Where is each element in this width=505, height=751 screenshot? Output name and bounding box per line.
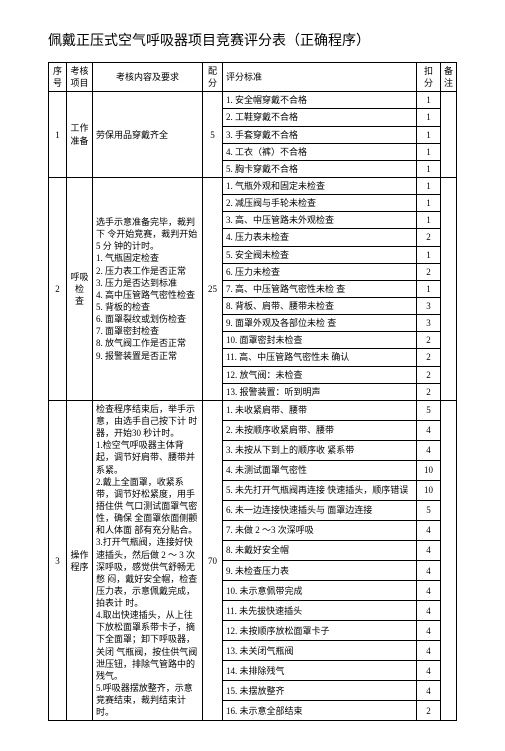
cell-std: 8. 未戴好安全帽: [223, 541, 417, 561]
cell-std: 10. 面罩密封未检查: [223, 332, 417, 349]
cell-score: 5: [203, 92, 223, 178]
cell-item: 呼吸 检 查: [67, 177, 93, 400]
cell-ded: 1: [417, 195, 441, 212]
header-score: 配 分: [203, 63, 223, 92]
cell-ded: 10: [417, 460, 441, 480]
cell-std: 1. 未收紧肩带、腰带: [223, 400, 417, 420]
cell-ded: 4: [417, 661, 441, 681]
cell-std: 4. 压力表未检查: [223, 229, 417, 246]
header-note: 备 注: [441, 63, 457, 92]
cell-seq: 3: [49, 400, 67, 721]
cell-ded: 4: [417, 541, 441, 561]
cell-std: 6. 压力未检查: [223, 263, 417, 280]
cell-std: 11. 高、中压管路气密性未 确认: [223, 349, 417, 366]
cell-std: 11. 未先拔快速插头: [223, 601, 417, 621]
header-ded: 扣 分: [417, 63, 441, 92]
cell-ded: 4: [417, 681, 441, 701]
table-row: 3操作程序检查程序结束后，举手示 意，由选手自己按下计 时器，开始30 秒计时。…: [49, 400, 457, 420]
cell-std: 14. 未排除残气: [223, 661, 417, 681]
cell-score: 25: [203, 177, 223, 400]
cell-std: 8. 背板、肩带、腰带未检查: [223, 297, 417, 314]
cell-ded: 4: [417, 581, 441, 601]
cell-seq: 2: [49, 177, 67, 400]
cell-ded: 4: [417, 521, 441, 541]
table-row: 1工作 准备劳保用品穿戴齐全51. 安全帽穿戴不合格1: [49, 92, 457, 109]
scoring-table: 序号 考核 项目 考核内容及要求 配 分 评分标准 扣 分 备 注 1工作 准备…: [48, 62, 457, 721]
cell-ded: 2: [417, 349, 441, 366]
cell-req: 劳保用品穿戴齐全: [93, 92, 203, 178]
cell-ded: 10: [417, 480, 441, 500]
cell-ded: 1: [417, 109, 441, 126]
cell-ded: 1: [417, 246, 441, 263]
cell-std: 3. 手套穿戴不合格: [223, 126, 417, 143]
cell-item: 操作程序: [67, 400, 93, 721]
cell-ded: 1: [417, 126, 441, 143]
cell-ded: 4: [417, 601, 441, 621]
page-title: 佩戴正压式空气呼吸器项目竞赛评分表（正确程序）: [48, 30, 457, 50]
cell-std: 12. 未按顺序放松面罩卡子: [223, 621, 417, 641]
cell-std: 3. 高、中压管路未外观检查: [223, 212, 417, 229]
cell-ded: 1: [417, 212, 441, 229]
cell-ded: 4: [417, 561, 441, 581]
cell-std: 13. 报警装置：听到明声: [223, 383, 417, 400]
cell-std: 5. 胸卡穿戴不合格: [223, 160, 417, 177]
cell-ded: 4: [417, 621, 441, 641]
cell-ded: 5: [417, 500, 441, 520]
cell-std: 10. 未示意佩带完成: [223, 581, 417, 601]
cell-ded: 4: [417, 641, 441, 661]
cell-req: 检查程序结束后，举手示 意，由选手自己按下计 时器，开始30 秒计时。 1.检空…: [93, 400, 203, 721]
table-row: 2呼吸 检 查选手示意准备完毕，裁判下 令开始竞赛，裁判开始 5 分 钟的计时。…: [49, 177, 457, 194]
cell-ded: 2: [417, 701, 441, 721]
header-std: 评分标准: [223, 63, 417, 92]
cell-note: [441, 92, 457, 178]
cell-std: 13. 未关闭气瓶阀: [223, 641, 417, 661]
cell-ded: 5: [417, 400, 441, 420]
cell-ded: 4: [417, 440, 441, 460]
cell-note: [441, 177, 457, 400]
cell-std: 3. 未按从下到上的顺序收 紧系带: [223, 440, 417, 460]
cell-ded: 2: [417, 263, 441, 280]
cell-ded: 1: [417, 280, 441, 297]
cell-std: 9. 面罩外观及各部位未检 查: [223, 315, 417, 332]
cell-ded: 2: [417, 332, 441, 349]
cell-ded: 2: [417, 383, 441, 400]
cell-note: [441, 400, 457, 721]
cell-std: 6. 未一边连接快速插头与 面罩边连接: [223, 500, 417, 520]
cell-std: 9. 未检查压力表: [223, 561, 417, 581]
cell-item: 工作 准备: [67, 92, 93, 178]
header-item: 考核 项目: [67, 63, 93, 92]
cell-std: 2. 未按顺序收紧肩带、腰带: [223, 420, 417, 440]
table-header-row: 序号 考核 项目 考核内容及要求 配 分 评分标准 扣 分 备 注: [49, 63, 457, 92]
cell-std: 4. 工衣（裤）不合格: [223, 143, 417, 160]
cell-req: 选手示意准备完毕，裁判下 令开始竞赛，裁判开始 5 分 钟的计时。 1. 气瓶固…: [93, 177, 203, 400]
cell-ded: 2: [417, 366, 441, 383]
cell-ded: 1: [417, 143, 441, 160]
cell-std: 1. 气瓶外观和固定未检查: [223, 177, 417, 194]
cell-score: 70: [203, 400, 223, 721]
cell-ded: 1: [417, 160, 441, 177]
cell-seq: 1: [49, 92, 67, 178]
cell-ded: 3: [417, 297, 441, 314]
cell-std: 5. 未先打开气瓶阀再连接 快速插头，顺序错误: [223, 480, 417, 500]
cell-std: 16. 未示意全部结束: [223, 701, 417, 721]
cell-std: 15. 未摆放整齐: [223, 681, 417, 701]
cell-ded: 1: [417, 177, 441, 194]
cell-std: 2. 工鞋穿戴不合格: [223, 109, 417, 126]
cell-std: 5. 安全阀未检查: [223, 246, 417, 263]
cell-std: 7. 未做 2 ～3 次深呼吸: [223, 521, 417, 541]
cell-std: 7. 高、中压管路气密性未检 查: [223, 280, 417, 297]
cell-ded: 1: [417, 92, 441, 109]
header-req: 考核内容及要求: [93, 63, 203, 92]
cell-ded: 2: [417, 229, 441, 246]
cell-std: 1. 安全帽穿戴不合格: [223, 92, 417, 109]
cell-ded: 3: [417, 315, 441, 332]
cell-std: 12. 放气阀：未检查: [223, 366, 417, 383]
cell-ded: 4: [417, 420, 441, 440]
cell-std: 4. 未测试面罩气密性: [223, 460, 417, 480]
cell-std: 2. 减压阀与手轮未检查: [223, 195, 417, 212]
header-seq: 序号: [49, 63, 67, 92]
